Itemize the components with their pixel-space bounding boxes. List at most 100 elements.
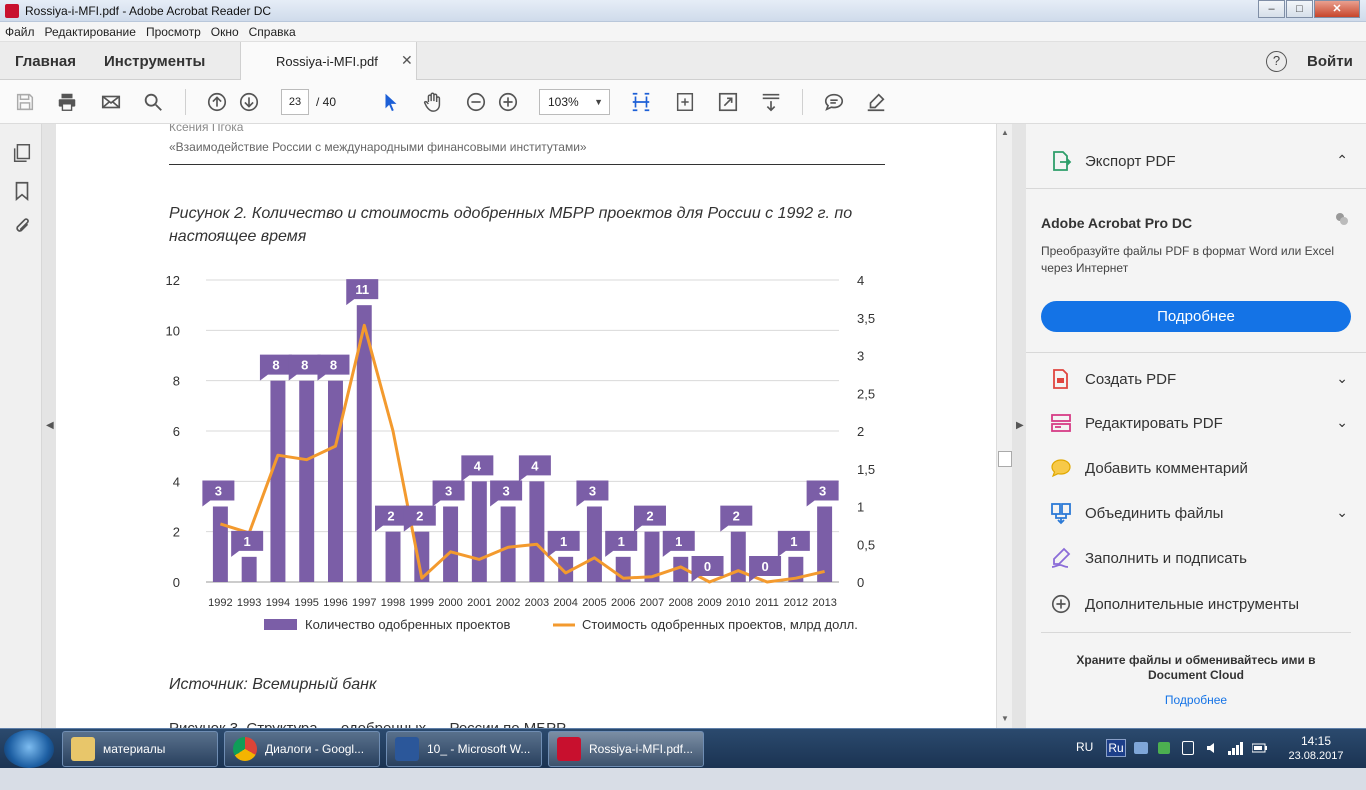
tool-create-pdf[interactable]: Создать PDF ⌄ [1048, 364, 1348, 394]
data-label-callout [317, 354, 350, 381]
y-right-tick-label: 0,5 [857, 537, 875, 552]
fit-width-icon[interactable] [673, 90, 697, 114]
volume-icon[interactable] [1206, 741, 1220, 755]
minimize-button[interactable]: – [1258, 0, 1285, 18]
document-cloud-link[interactable]: Подробнее [1164, 693, 1228, 707]
data-label: 1 [790, 534, 797, 549]
attachment-icon[interactable] [11, 216, 33, 238]
task-acrobat[interactable]: Rossiya-i-MFI.pdf... [548, 731, 704, 767]
left-pane-toggle[interactable]: ◀ [42, 124, 56, 728]
chevron-down-icon[interactable]: ⌄ [1336, 504, 1348, 520]
action-center-icon[interactable] [1182, 741, 1194, 755]
read-mode-icon[interactable] [759, 90, 783, 114]
zoom-select[interactable]: 103% ▼ [539, 89, 610, 115]
tray-arrow-icon[interactable] [1134, 742, 1148, 754]
menu-file[interactable]: Файл [5, 24, 35, 39]
x-tick-label: 2002 [496, 597, 520, 609]
data-label-callout [259, 354, 292, 381]
menu-view[interactable]: Просмотр [145, 24, 201, 39]
bar-series [212, 305, 833, 582]
scroll-down-icon[interactable]: ▼ [1001, 714, 1009, 723]
task-folder[interactable]: материалы [62, 731, 218, 767]
ime-indicator[interactable]: Ru [1106, 739, 1126, 757]
x-tick-label: 2008 [669, 597, 693, 609]
data-label: 11 [355, 282, 369, 297]
bar [529, 481, 545, 582]
language-indicator[interactable]: RU [1076, 740, 1094, 754]
highlight-pen-icon[interactable] [864, 90, 888, 114]
chevron-down-icon[interactable]: ⌄ [1336, 414, 1348, 430]
comment-bubble-icon [1048, 455, 1074, 481]
legend-label: Стоимость одобренных проектов, млрд долл… [582, 617, 858, 632]
menu-help[interactable]: Справка [248, 24, 296, 39]
save-icon[interactable] [13, 90, 37, 114]
window-titlebar: Rossiya-i-MFI.pdf - Adobe Acrobat Reader… [0, 0, 1366, 22]
page-number-input[interactable]: 23 [281, 89, 309, 115]
task-word[interactable]: 10_ - Microsoft W... [386, 731, 542, 767]
comment-icon[interactable] [822, 90, 846, 114]
clock-date[interactable]: 23.08.2017 [1288, 750, 1344, 762]
y-right-tick-label: 4 [857, 273, 864, 288]
next-page-icon[interactable] [237, 90, 261, 114]
email-icon[interactable] [99, 90, 123, 114]
window-controls: – □ ✕ [1257, 0, 1360, 18]
tool-add-comment[interactable]: Добавить комментарий [1048, 453, 1348, 483]
select-cursor-icon[interactable] [379, 90, 403, 114]
x-tick-label: 1998 [381, 597, 405, 609]
close-window-button[interactable]: ✕ [1314, 0, 1360, 18]
data-label-callout [633, 505, 666, 532]
login-link[interactable]: Войти [1307, 53, 1353, 70]
battery-icon[interactable] [1251, 741, 1268, 755]
menu-edit[interactable]: Редактирование [44, 24, 136, 39]
tool-more-tools[interactable]: Дополнительные инструменты [1048, 589, 1348, 619]
document-scrollbar[interactable]: ▲ ▼ [996, 124, 1012, 728]
bar [586, 506, 602, 582]
x-tick-label: 2001 [467, 597, 491, 609]
clock-time[interactable]: 14:15 [1300, 734, 1332, 748]
document-tab-label: Rossiya-i-MFI.pdf [276, 54, 378, 69]
print-icon[interactable] [55, 90, 79, 114]
tool-export-pdf[interactable]: Экспорт PDF ⌃ [1048, 146, 1348, 176]
fit-page-icon[interactable] [629, 90, 653, 114]
menu-window[interactable]: Окно [210, 24, 239, 39]
help-icon[interactable]: ? [1266, 51, 1287, 72]
close-tab-icon[interactable]: ✕ [401, 52, 413, 68]
bookmark-icon[interactable] [11, 180, 33, 202]
task-chrome[interactable]: Диалоги - Googl... [224, 731, 380, 767]
zoom-in-icon[interactable] [496, 90, 520, 114]
fill-sign-icon [1048, 545, 1074, 571]
document-view[interactable]: Ксения Пгока «Взаимодействие России с ме… [56, 124, 996, 728]
chevron-up-icon[interactable]: ⌃ [1336, 152, 1348, 168]
tool-fill-sign[interactable]: Заполнить и подписать [1048, 543, 1348, 573]
network-signal-icon[interactable] [1228, 741, 1244, 755]
hand-tool-icon[interactable] [421, 90, 445, 114]
scrollbar-thumb[interactable] [998, 451, 1012, 467]
bar [644, 531, 660, 582]
task-label: Rossiya-i-MFI.pdf... [589, 742, 694, 756]
full-screen-icon[interactable] [716, 90, 740, 114]
y-left-tick-label: 12 [166, 273, 180, 288]
data-label-callout [403, 505, 436, 532]
tool-edit-pdf[interactable]: Редактировать PDF ⌄ [1048, 408, 1348, 438]
chevron-down-icon[interactable]: ⌄ [1336, 370, 1348, 386]
tray-app-icon[interactable] [1158, 742, 1170, 754]
data-label: 2 [646, 509, 653, 524]
pages-thumbnail-icon[interactable] [11, 142, 33, 164]
learn-more-button[interactable]: Подробнее [1041, 301, 1351, 332]
tab-tools[interactable]: Инструменты [104, 53, 206, 70]
data-label-callout [288, 354, 321, 381]
tools-pane: Экспорт PDF ⌃ Adobe Acrobat Pro DC Преоб… [1026, 124, 1366, 728]
zoom-out-icon[interactable] [464, 90, 488, 114]
scroll-up-icon[interactable]: ▲ [1001, 128, 1009, 137]
tab-document[interactable]: Rossiya-i-MFI.pdf ✕ [240, 42, 417, 81]
tool-combine-files[interactable]: Объединить файлы ⌄ [1048, 498, 1348, 528]
maximize-button[interactable]: □ [1286, 0, 1313, 18]
chrome-icon [233, 737, 257, 761]
right-pane-toggle[interactable]: ▶ [1012, 124, 1026, 728]
start-button[interactable] [4, 730, 54, 768]
bar [356, 305, 372, 582]
previous-page-icon[interactable] [205, 90, 229, 114]
tab-home[interactable]: Главная [15, 53, 77, 70]
line-series-path [219, 323, 825, 584]
search-icon[interactable] [141, 90, 165, 114]
